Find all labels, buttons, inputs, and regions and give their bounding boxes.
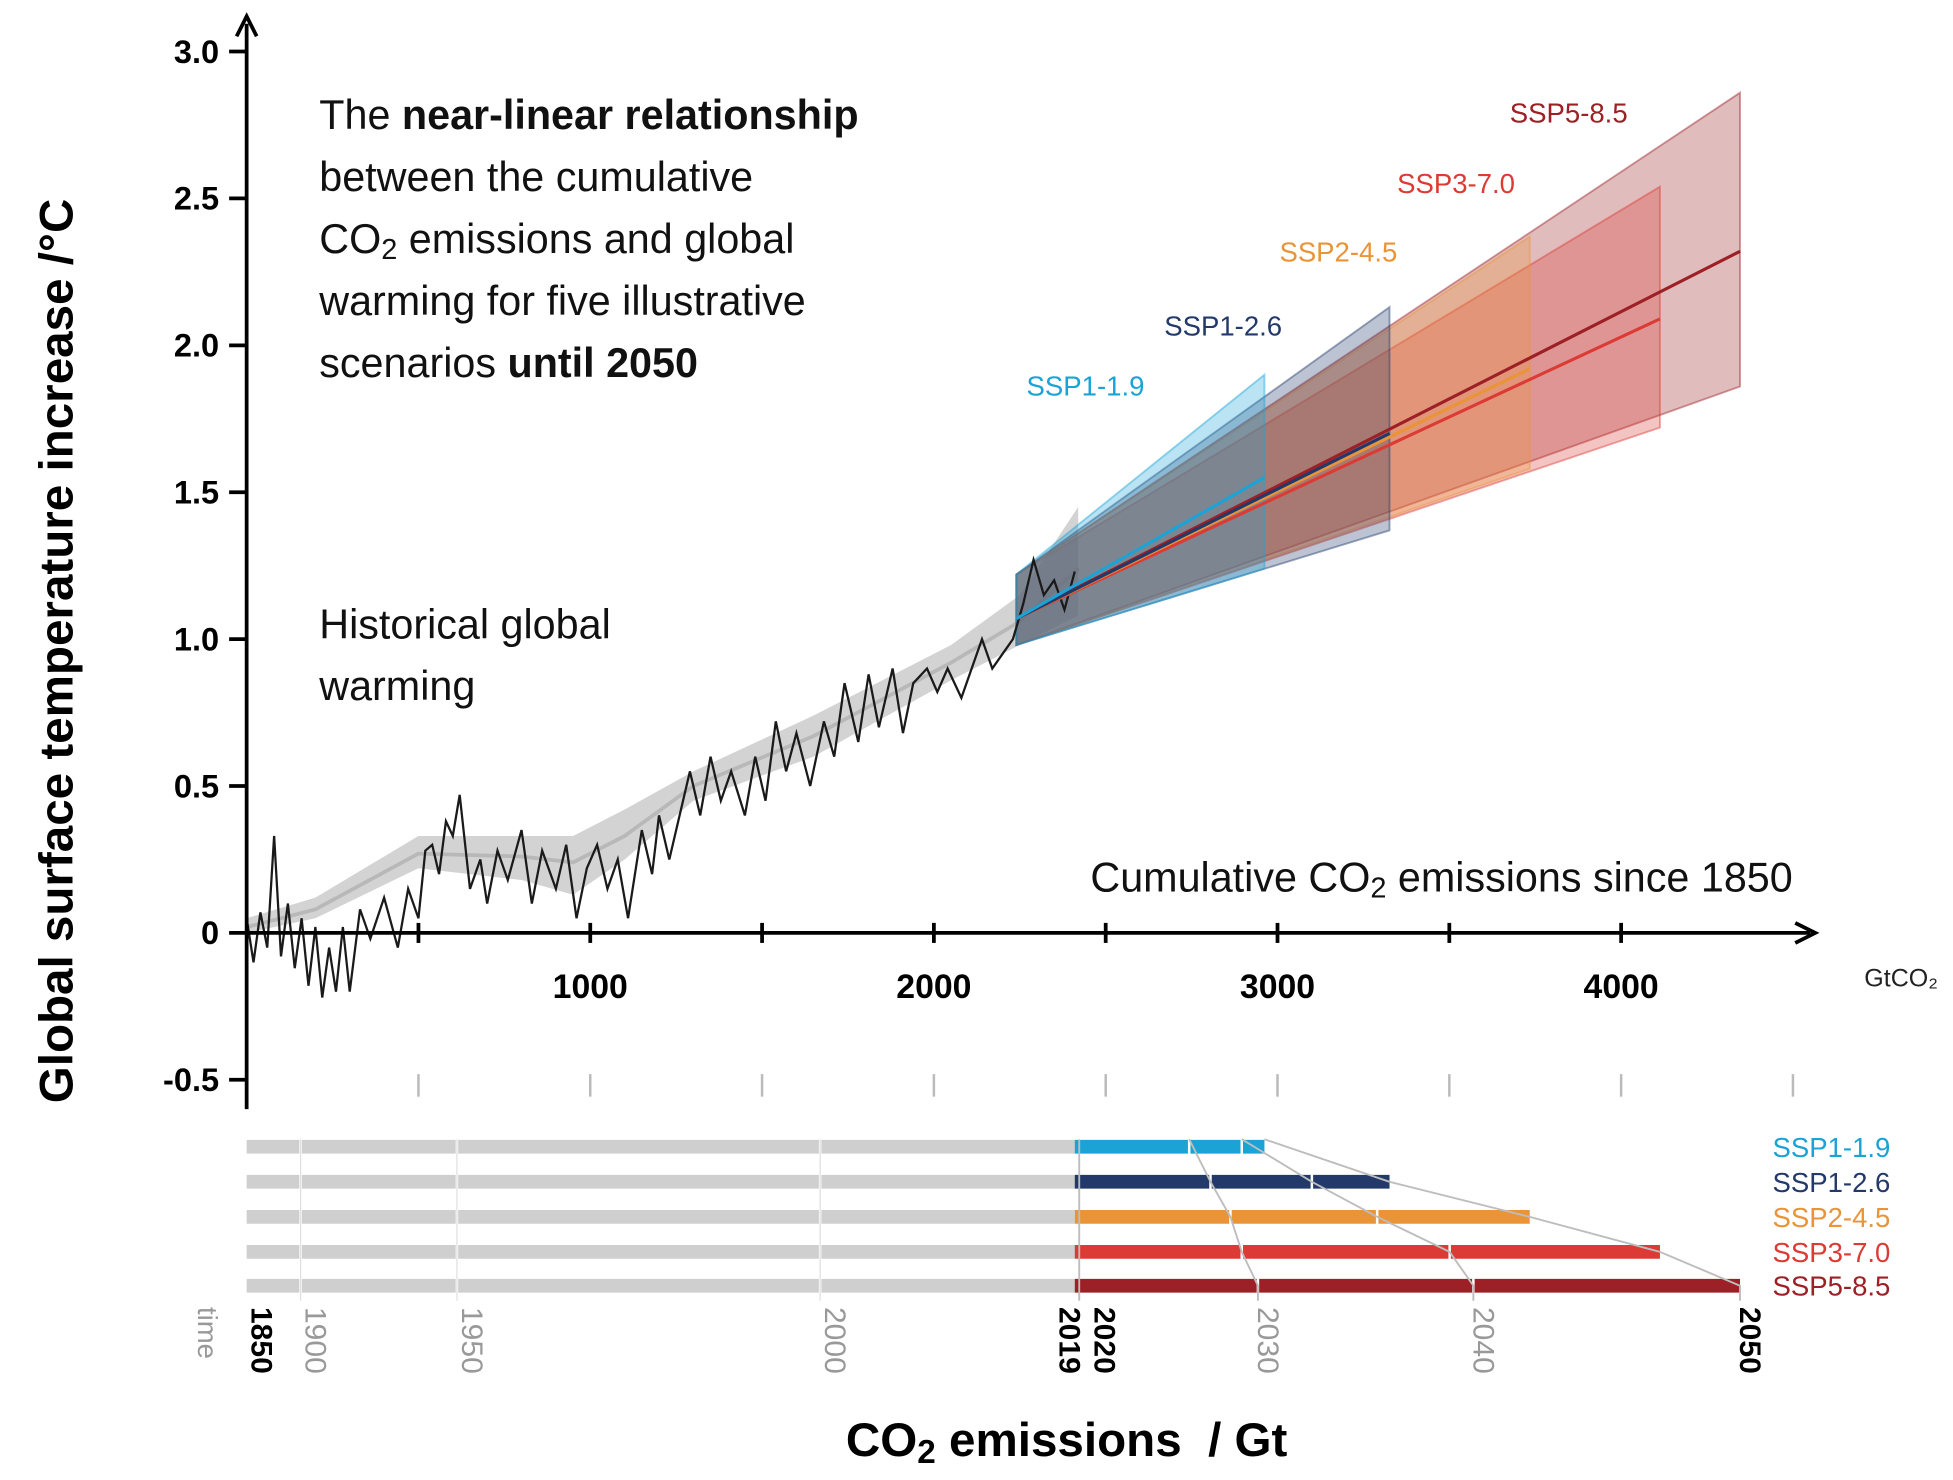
timeline-scenario-label: SSP1-2.6 (1773, 1167, 1891, 1198)
scenario-band (1015, 372, 1266, 647)
time-label: 2040 (1466, 1307, 1499, 1374)
y-tick-label: 0.5 (174, 768, 219, 804)
scenario-label: SSP1-2.6 (1164, 311, 1282, 342)
x-tick-label: 4000 (1584, 968, 1659, 1006)
y-tick-label: -0.5 (163, 1062, 219, 1098)
y-tick-label: 2.0 (174, 328, 219, 364)
time-label: 2020 (1087, 1307, 1120, 1374)
scenario-band (1015, 234, 1531, 647)
history-range-line (246, 567, 1080, 929)
text-run: near-linear relationship (402, 92, 859, 138)
text-run: until 2050 (507, 340, 698, 386)
text-run: CO (846, 1414, 917, 1467)
timeline-scenario-label: SSP1-1.9 (1773, 1132, 1891, 1163)
text-run: emissions / Gt (936, 1414, 1288, 1467)
timeline-scenario-label: SSP5-8.5 (1773, 1271, 1891, 1302)
scenario-label: SSP2-4.5 (1279, 237, 1397, 268)
timeline-connector (1241, 1138, 1475, 1301)
scenario-label: SSP3-7.0 (1397, 168, 1515, 199)
text-run: 2 (381, 234, 397, 266)
text-run: Cumulative CO (1090, 854, 1370, 900)
time-label: 2030 (1251, 1307, 1284, 1374)
text-run: The (319, 92, 402, 138)
scenario-line (1015, 432, 1391, 620)
annotation-line: between the cumulative (319, 154, 753, 200)
history-range-band (246, 506, 1079, 933)
y-tick-label: 2.5 (174, 181, 219, 217)
text-run: between the cumulative (319, 154, 753, 200)
bottom-title: CO2 emissions / Gt (846, 1414, 1288, 1471)
scenario-band (1015, 90, 1741, 647)
x-tick-label: 3000 (1240, 968, 1315, 1006)
time-label: 2019 (1053, 1307, 1086, 1374)
scenario-line (1015, 317, 1661, 620)
text-run: warming for five illustrative (318, 278, 806, 324)
x-axis-title: Cumulative CO2 emissions since 1850 (1090, 854, 1792, 904)
time-axis-title: time (192, 1307, 223, 1359)
annotation-line: warming for five illustrative (318, 278, 806, 324)
time-label: 2000 (818, 1307, 851, 1374)
scenario-band (1015, 305, 1391, 647)
history-line (245, 555, 1076, 998)
y-tick-label: 1.5 (174, 474, 219, 510)
y-tick-label: 3.0 (174, 34, 219, 70)
text-run: emissions since 1850 (1386, 854, 1792, 900)
text-run: CO (319, 216, 381, 262)
text-run: emissions and global (397, 216, 794, 262)
timeline-scenario-label: SSP3-7.0 (1773, 1237, 1891, 1268)
history-label: warming (318, 663, 475, 709)
scenario-label: SSP1-1.9 (1027, 371, 1145, 402)
x-tick-label: 2000 (896, 968, 971, 1006)
text-run: scenarios (319, 340, 507, 386)
scenario-label: SSP5-8.5 (1510, 98, 1628, 129)
y-tick-label: 1.0 (174, 621, 219, 657)
text-run: 2 (917, 1434, 936, 1471)
y-tick-label: 0 (201, 915, 219, 951)
annotation-line: scenarios until 2050 (319, 340, 698, 386)
scenario-line (1015, 476, 1266, 620)
x-unit: GtCO₂ (1864, 964, 1938, 992)
x-axis-arrow (1794, 921, 1820, 945)
y-axis-arrow (234, 12, 259, 38)
annotation-line: The near-linear relationship (319, 92, 858, 138)
annotation-line: CO2 emissions and global (319, 216, 794, 266)
scenario-band (1015, 185, 1661, 647)
y-axis-title: Global surface temperature increase /°C (31, 199, 84, 1104)
history-label: Historical global (319, 601, 611, 647)
time-label: 1950 (455, 1307, 488, 1374)
time-label: 2050 (1733, 1307, 1766, 1374)
timeline-connector (1264, 1138, 1741, 1301)
text-run: 2 (1370, 873, 1386, 905)
timeline-scenario-label: SSP2-4.5 (1773, 1202, 1891, 1233)
x-tick-label: 1000 (553, 968, 628, 1006)
time-label: 1900 (299, 1307, 332, 1374)
timeline-connector (1188, 1138, 1259, 1301)
time-label: 1850 (245, 1307, 278, 1374)
